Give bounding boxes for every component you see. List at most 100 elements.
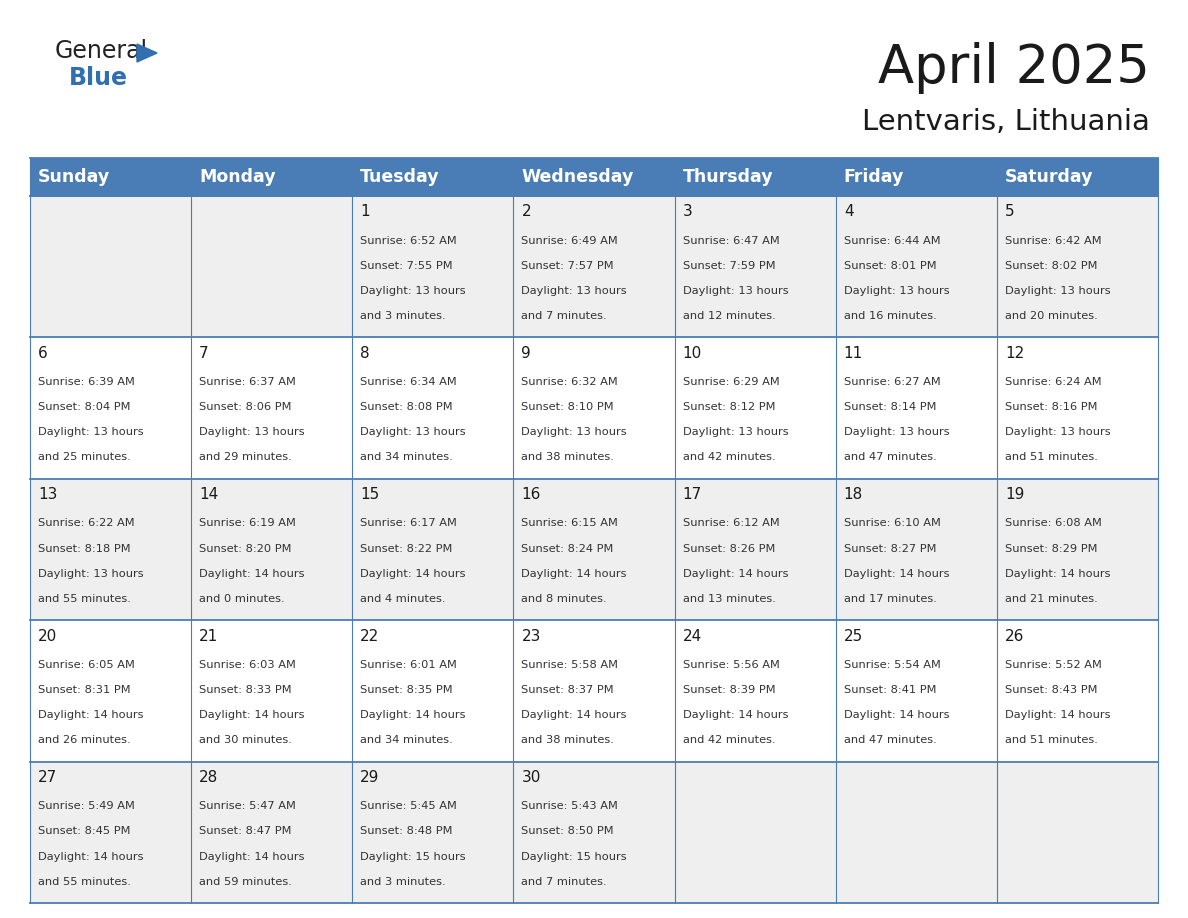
Text: Sunrise: 5:52 AM: Sunrise: 5:52 AM (1005, 660, 1101, 670)
Text: Daylight: 14 hours: Daylight: 14 hours (522, 569, 627, 578)
Text: Sunrise: 5:54 AM: Sunrise: 5:54 AM (843, 660, 941, 670)
Polygon shape (137, 44, 157, 62)
Text: 21: 21 (200, 629, 219, 644)
Bar (191, 158, 353, 196)
Text: Sunrise: 6:17 AM: Sunrise: 6:17 AM (360, 519, 457, 529)
Text: 14: 14 (200, 487, 219, 502)
Text: Sunrise: 6:01 AM: Sunrise: 6:01 AM (360, 660, 457, 670)
Text: Daylight: 14 hours: Daylight: 14 hours (200, 711, 304, 720)
Text: Sunset: 7:57 PM: Sunset: 7:57 PM (522, 261, 614, 271)
Text: 26: 26 (1005, 629, 1024, 644)
Text: Sunset: 8:22 PM: Sunset: 8:22 PM (360, 543, 453, 554)
Text: and 38 minutes.: and 38 minutes. (522, 453, 614, 463)
Text: Daylight: 14 hours: Daylight: 14 hours (1005, 569, 1111, 578)
Text: Daylight: 14 hours: Daylight: 14 hours (38, 711, 144, 720)
Text: and 17 minutes.: and 17 minutes. (843, 594, 936, 604)
Bar (30, 196, 1158, 338)
Text: and 42 minutes.: and 42 minutes. (683, 453, 776, 463)
Text: Daylight: 14 hours: Daylight: 14 hours (200, 852, 304, 861)
Text: Sunset: 8:47 PM: Sunset: 8:47 PM (200, 826, 292, 836)
Bar (835, 158, 997, 196)
Text: Sunset: 8:24 PM: Sunset: 8:24 PM (522, 543, 614, 554)
Text: Sunrise: 6:10 AM: Sunrise: 6:10 AM (843, 519, 941, 529)
Text: Daylight: 14 hours: Daylight: 14 hours (38, 852, 144, 861)
Text: 9: 9 (522, 346, 531, 361)
Text: Sunset: 8:43 PM: Sunset: 8:43 PM (1005, 685, 1098, 695)
Text: Daylight: 14 hours: Daylight: 14 hours (200, 569, 304, 578)
Text: Sunset: 8:48 PM: Sunset: 8:48 PM (360, 826, 453, 836)
Text: Daylight: 13 hours: Daylight: 13 hours (522, 285, 627, 296)
Text: and 21 minutes.: and 21 minutes. (1005, 594, 1098, 604)
Text: Daylight: 15 hours: Daylight: 15 hours (360, 852, 466, 861)
Bar (30, 338, 1158, 479)
Text: and 16 minutes.: and 16 minutes. (843, 311, 936, 321)
Text: Sunset: 8:16 PM: Sunset: 8:16 PM (1005, 402, 1098, 412)
Text: 22: 22 (360, 629, 380, 644)
Text: Daylight: 14 hours: Daylight: 14 hours (683, 711, 788, 720)
Text: 25: 25 (843, 629, 862, 644)
Text: and 30 minutes.: and 30 minutes. (200, 735, 292, 745)
Text: 29: 29 (360, 770, 380, 785)
Text: 7: 7 (200, 346, 209, 361)
Text: Sunset: 8:18 PM: Sunset: 8:18 PM (38, 543, 131, 554)
Text: Sunset: 8:29 PM: Sunset: 8:29 PM (1005, 543, 1098, 554)
Text: Sunset: 8:27 PM: Sunset: 8:27 PM (843, 543, 936, 554)
Bar (353, 158, 513, 196)
Text: and 3 minutes.: and 3 minutes. (360, 877, 446, 887)
Text: 1: 1 (360, 205, 369, 219)
Text: and 29 minutes.: and 29 minutes. (200, 453, 292, 463)
Bar (513, 158, 675, 196)
Text: and 59 minutes.: and 59 minutes. (200, 877, 292, 887)
Text: 8: 8 (360, 346, 369, 361)
Text: Sunset: 8:41 PM: Sunset: 8:41 PM (843, 685, 936, 695)
Text: 4: 4 (843, 205, 853, 219)
Text: Daylight: 14 hours: Daylight: 14 hours (1005, 711, 1111, 720)
Text: and 7 minutes.: and 7 minutes. (522, 311, 607, 321)
Text: Sunset: 8:10 PM: Sunset: 8:10 PM (522, 402, 614, 412)
Text: Sunrise: 5:45 AM: Sunrise: 5:45 AM (360, 801, 457, 812)
Text: 20: 20 (38, 629, 57, 644)
Text: Sunrise: 6:44 AM: Sunrise: 6:44 AM (843, 236, 941, 246)
Text: Sunset: 8:45 PM: Sunset: 8:45 PM (38, 826, 131, 836)
Text: Sunrise: 5:43 AM: Sunrise: 5:43 AM (522, 801, 619, 812)
Text: 18: 18 (843, 487, 862, 502)
Text: Daylight: 13 hours: Daylight: 13 hours (683, 285, 789, 296)
Text: Sunrise: 6:05 AM: Sunrise: 6:05 AM (38, 660, 135, 670)
Text: 10: 10 (683, 346, 702, 361)
Text: 12: 12 (1005, 346, 1024, 361)
Bar (30, 621, 1158, 762)
Text: General: General (55, 39, 148, 63)
Text: Blue: Blue (69, 66, 128, 90)
Text: Sunset: 8:12 PM: Sunset: 8:12 PM (683, 402, 775, 412)
Text: 17: 17 (683, 487, 702, 502)
Text: April 2025: April 2025 (878, 42, 1150, 94)
Text: Sunrise: 6:08 AM: Sunrise: 6:08 AM (1005, 519, 1101, 529)
Text: Wednesday: Wednesday (522, 168, 634, 186)
Text: Daylight: 13 hours: Daylight: 13 hours (843, 285, 949, 296)
Text: Sunrise: 5:47 AM: Sunrise: 5:47 AM (200, 801, 296, 812)
Text: Saturday: Saturday (1005, 168, 1093, 186)
Text: Sunrise: 6:15 AM: Sunrise: 6:15 AM (522, 519, 619, 529)
Text: 28: 28 (200, 770, 219, 785)
Text: and 25 minutes.: and 25 minutes. (38, 453, 131, 463)
Text: 16: 16 (522, 487, 541, 502)
Bar (30, 479, 1158, 621)
Text: Daylight: 14 hours: Daylight: 14 hours (360, 711, 466, 720)
Text: 3: 3 (683, 205, 693, 219)
Text: Friday: Friday (843, 168, 904, 186)
Text: Sunrise: 5:58 AM: Sunrise: 5:58 AM (522, 660, 619, 670)
Text: 15: 15 (360, 487, 380, 502)
Text: Daylight: 14 hours: Daylight: 14 hours (360, 569, 466, 578)
Text: Sunrise: 6:49 AM: Sunrise: 6:49 AM (522, 236, 618, 246)
Text: and 8 minutes.: and 8 minutes. (522, 594, 607, 604)
Text: Sunset: 7:59 PM: Sunset: 7:59 PM (683, 261, 776, 271)
Text: and 38 minutes.: and 38 minutes. (522, 735, 614, 745)
Text: Sunrise: 5:56 AM: Sunrise: 5:56 AM (683, 660, 779, 670)
Text: Sunset: 8:31 PM: Sunset: 8:31 PM (38, 685, 131, 695)
Text: and 3 minutes.: and 3 minutes. (360, 311, 446, 321)
Text: Tuesday: Tuesday (360, 168, 440, 186)
Text: Sunset: 8:26 PM: Sunset: 8:26 PM (683, 543, 775, 554)
Text: Thursday: Thursday (683, 168, 773, 186)
Text: Sunset: 8:04 PM: Sunset: 8:04 PM (38, 402, 131, 412)
Text: Sunset: 8:50 PM: Sunset: 8:50 PM (522, 826, 614, 836)
